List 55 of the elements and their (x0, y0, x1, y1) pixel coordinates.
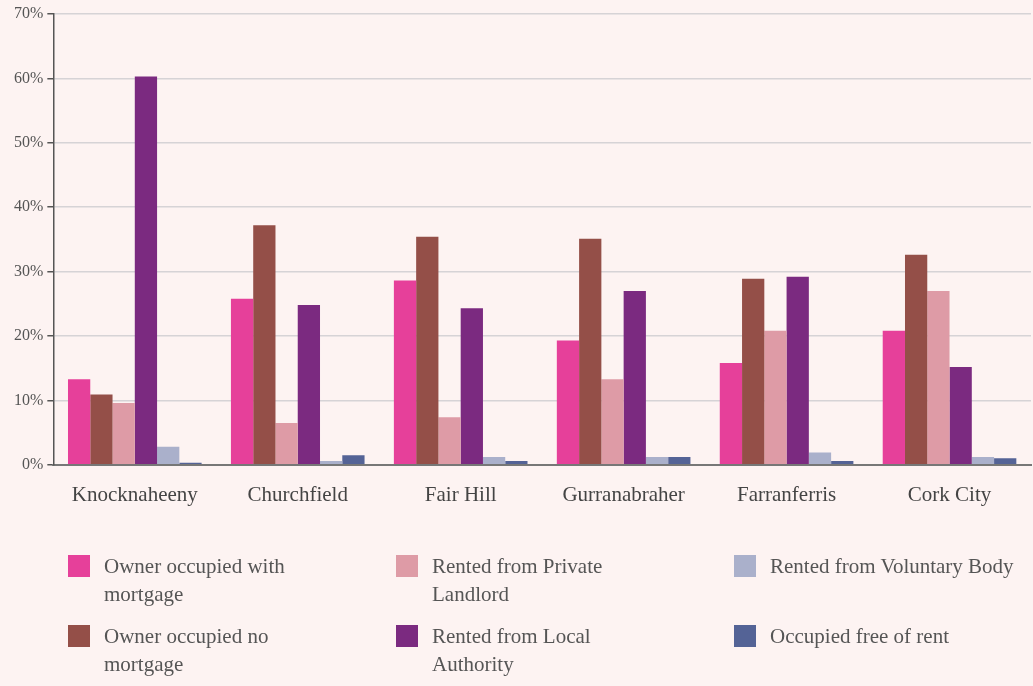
x-tick-label: Fair Hill (424, 481, 497, 506)
bar (393, 280, 417, 465)
bar (579, 238, 602, 465)
bar (742, 278, 765, 465)
y-tick-label: 50% (14, 133, 44, 150)
bar (808, 452, 832, 465)
bar (971, 457, 995, 465)
bar (320, 460, 343, 465)
bar (67, 379, 91, 465)
bar (416, 236, 439, 465)
legend-label: Owner occupied no mortgage (104, 623, 270, 678)
bar (342, 455, 365, 465)
bar (134, 76, 158, 465)
y-tick-label: 60% (14, 68, 44, 86)
bar (112, 402, 135, 465)
x-tick-label: Knocknaheeny (71, 481, 199, 506)
y-tick-label: 30% (14, 261, 44, 279)
bar (157, 446, 180, 465)
legend-label: Rented from Voluntary Body (770, 553, 1014, 580)
bar (297, 305, 321, 465)
bar (927, 290, 950, 465)
bar (949, 366, 972, 465)
bar (623, 290, 646, 465)
x-tick-label: Farranferris (737, 481, 837, 506)
y-tick-label: 40% (14, 197, 44, 215)
bar (904, 254, 928, 465)
bar (831, 460, 854, 465)
bar (460, 308, 483, 465)
bar (882, 330, 905, 465)
bar (505, 460, 528, 465)
legend-label: Owner occupied with mortgage (104, 553, 286, 608)
bar (601, 379, 624, 465)
bar (90, 394, 113, 465)
bar (786, 276, 809, 465)
legend-label: Rented from Private Landlord (432, 553, 604, 608)
legend-label: Rented from Local Authority (432, 623, 592, 678)
bar (482, 457, 506, 465)
bar (556, 340, 580, 465)
x-tick-label: Cork City (907, 481, 992, 506)
x-tick-label: Gurranabraher (562, 481, 685, 506)
y-tick-label: 20% (14, 326, 44, 344)
y-tick-label: 10% (14, 390, 44, 408)
y-tick-label: 0% (22, 455, 44, 472)
bar (994, 458, 1017, 465)
bar (719, 363, 743, 465)
bar (764, 330, 787, 465)
bar (275, 422, 298, 465)
x-tick-label: Churchfield (247, 481, 349, 506)
bar (668, 457, 691, 465)
y-tick-label: 70% (14, 4, 44, 22)
bar (230, 298, 254, 465)
bar (438, 417, 461, 465)
legend-label: Occupied free of rent (770, 623, 949, 650)
bar (253, 225, 276, 465)
bar (645, 457, 669, 465)
